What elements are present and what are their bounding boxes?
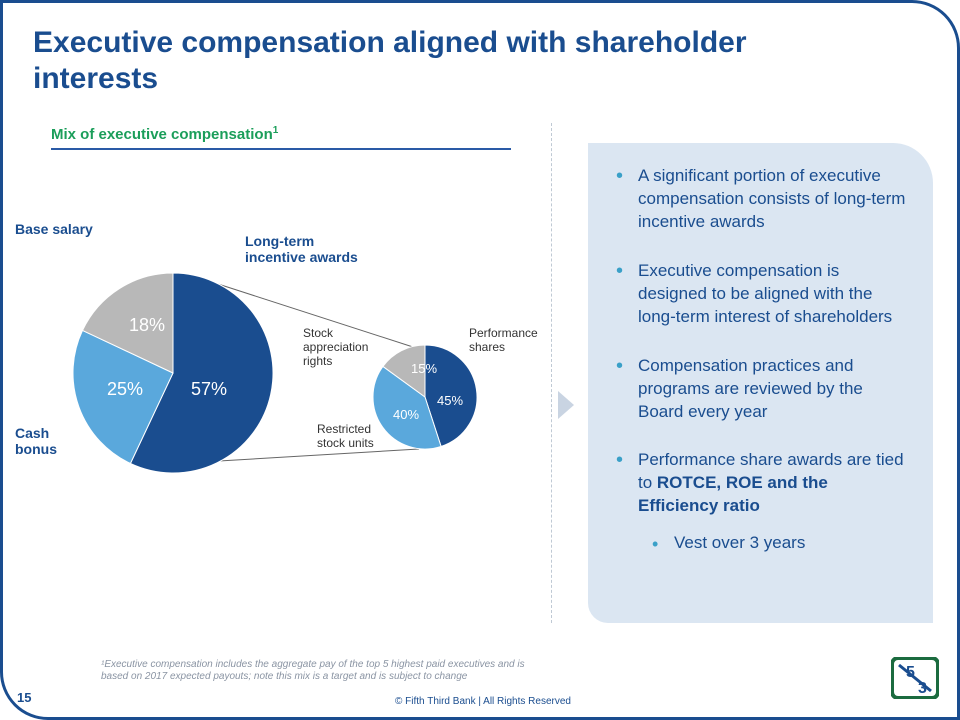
pie-pct-label: 40%	[393, 407, 419, 422]
bullet-panel: A significant portion of executive compe…	[588, 143, 933, 623]
footnote: ¹Executive compensation includes the agg…	[101, 659, 531, 683]
subtitle-sup: 1	[273, 125, 279, 136]
pie-pct-label: 45%	[437, 393, 463, 408]
bullet-item: Performance share awards are tied to ROT…	[616, 449, 911, 555]
chevron-right-icon	[558, 391, 574, 419]
bullet-item: Compensation practices and programs are …	[616, 355, 911, 424]
pie-slice-label: Stockappreciationrights	[303, 327, 368, 368]
fifth-third-logo: 5 3	[891, 657, 939, 699]
svg-text:3: 3	[918, 680, 927, 697]
bullet-item: Executive compensation is designed to be…	[616, 260, 911, 329]
pie-pct-label: 25%	[107, 379, 143, 399]
slide: Executive compensation aligned with shar…	[0, 0, 960, 720]
copyright: © Fifth Third Bank | All Rights Reserved	[3, 696, 960, 707]
chart-subtitle: Mix of executive compensation1	[51, 125, 278, 143]
pie-slice-label: Long-termincentive awards	[245, 233, 358, 265]
compensation-pie-charts: 57% 25% 18% 45% 40% 15% Long-termincentive aw…	[33, 203, 543, 523]
bullet-item: A significant portion of executive compe…	[616, 165, 911, 234]
pie-pct-label: 18%	[129, 315, 165, 335]
svg-text:5: 5	[906, 664, 915, 681]
vertical-divider	[551, 123, 552, 623]
pie-slice-label: Cashbonus	[15, 425, 57, 457]
pie-slice-label: Performanceshares	[469, 327, 538, 355]
bullet-list: A significant portion of executive compe…	[616, 165, 911, 555]
page-title: Executive compensation aligned with shar…	[33, 25, 793, 97]
page-number: 15	[17, 690, 31, 705]
pie-pct-label: 57%	[191, 379, 227, 399]
pie-slice-label: Restrictedstock units	[317, 423, 374, 451]
bullet-subitem: Vest over 3 years	[652, 532, 911, 555]
pie-slice-label: Base salary	[15, 221, 93, 237]
subtitle-text: Mix of executive compensation	[51, 126, 273, 143]
subtitle-underline	[51, 148, 511, 150]
pie-pct-label: 15%	[411, 361, 437, 376]
